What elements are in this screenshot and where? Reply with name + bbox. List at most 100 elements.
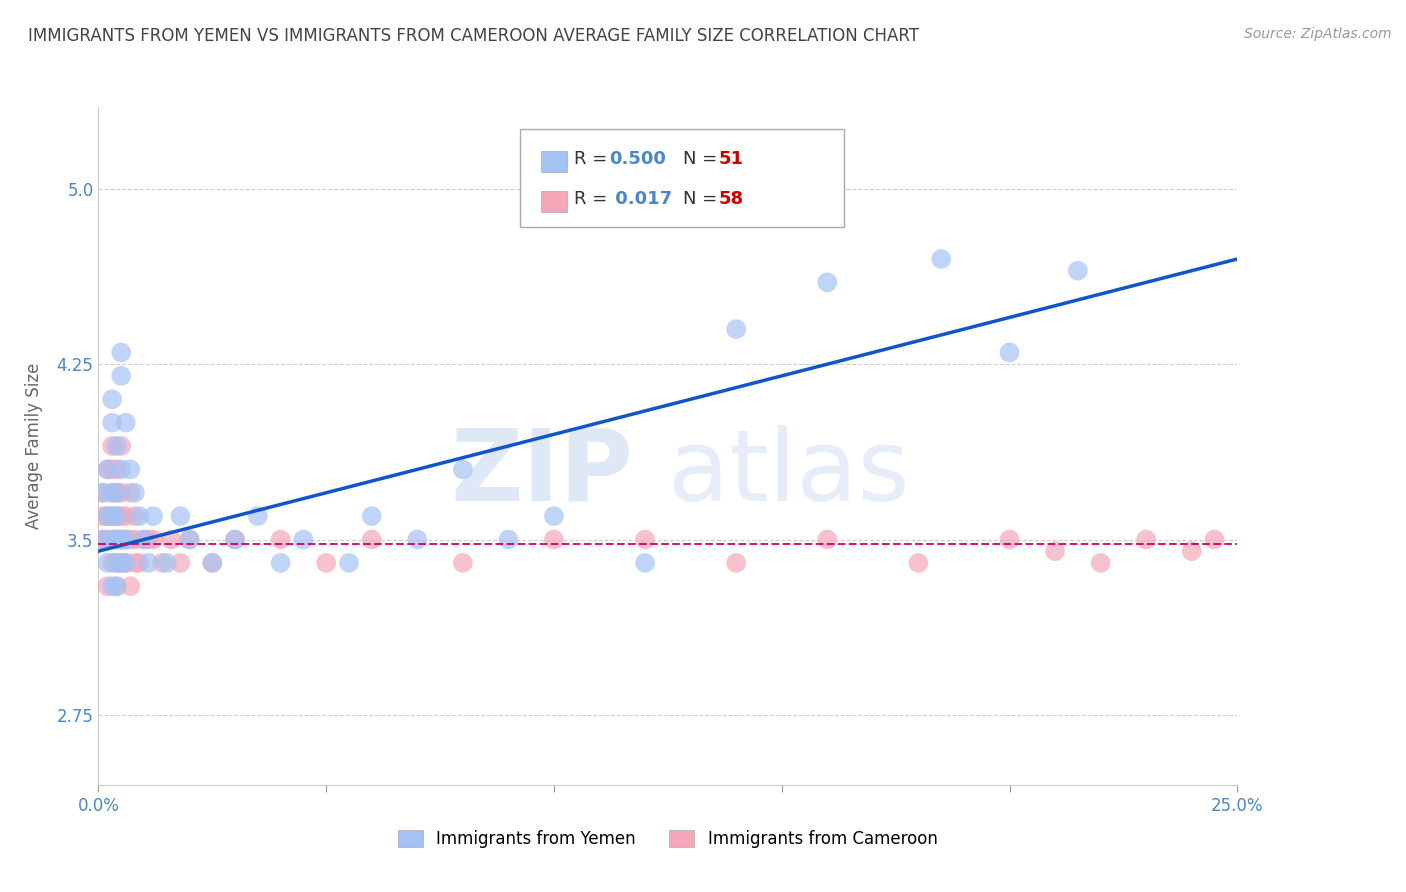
Point: [110, 439, 132, 453]
Point: [543, 533, 565, 547]
Point: [998, 533, 1021, 547]
Point: [110, 533, 132, 547]
Point: [105, 556, 128, 570]
Point: [124, 485, 146, 500]
Point: [451, 462, 474, 476]
Point: [105, 462, 128, 476]
Point: [105, 579, 128, 593]
Point: [815, 276, 838, 290]
Point: [725, 322, 748, 336]
Point: [110, 509, 132, 524]
Point: [101, 579, 124, 593]
Point: [101, 485, 124, 500]
Point: [224, 533, 246, 547]
Point: [179, 533, 201, 547]
Point: [101, 485, 124, 500]
Legend: Immigrants from Yemen, Immigrants from Cameroon: Immigrants from Yemen, Immigrants from C…: [391, 823, 945, 855]
Point: [101, 533, 124, 547]
Point: [101, 392, 124, 407]
Text: 58: 58: [718, 190, 744, 208]
Point: [1135, 533, 1157, 547]
Point: [360, 533, 382, 547]
Point: [451, 556, 474, 570]
Text: ZIP: ZIP: [451, 425, 634, 522]
Point: [907, 556, 929, 570]
Point: [105, 533, 128, 547]
Text: 0.017: 0.017: [609, 190, 672, 208]
Text: atlas: atlas: [668, 425, 910, 522]
Point: [179, 533, 201, 547]
Point: [114, 533, 136, 547]
Point: [110, 533, 132, 547]
Point: [725, 556, 748, 570]
Point: [105, 485, 128, 500]
Point: [315, 556, 337, 570]
Point: [110, 556, 132, 570]
Point: [150, 556, 173, 570]
Text: R =: R =: [574, 190, 613, 208]
Text: N =: N =: [683, 150, 723, 168]
Point: [101, 509, 124, 524]
Point: [110, 556, 132, 570]
Point: [110, 345, 132, 359]
Point: [132, 533, 155, 547]
Point: [120, 462, 142, 476]
Point: [114, 416, 136, 430]
Point: [96, 462, 118, 476]
Point: [101, 416, 124, 430]
Text: N =: N =: [683, 190, 723, 208]
Point: [105, 509, 128, 524]
Point: [91, 485, 114, 500]
Point: [270, 556, 292, 570]
Text: 0.500: 0.500: [609, 150, 665, 168]
Point: [124, 533, 146, 547]
Point: [138, 556, 160, 570]
Point: [132, 533, 155, 547]
Point: [101, 556, 124, 570]
Point: [110, 368, 132, 383]
Point: [114, 556, 136, 570]
Point: [160, 533, 183, 547]
Point: [360, 509, 382, 524]
Point: [114, 556, 136, 570]
Point: [128, 556, 150, 570]
Point: [105, 533, 128, 547]
Point: [91, 509, 114, 524]
Point: [120, 533, 142, 547]
Point: [101, 439, 124, 453]
Point: [105, 439, 128, 453]
Point: [101, 462, 124, 476]
Point: [91, 533, 114, 547]
Point: [543, 509, 565, 524]
Point: [110, 462, 132, 476]
Point: [120, 485, 142, 500]
Point: [114, 509, 136, 524]
Point: [169, 509, 191, 524]
Point: [337, 556, 360, 570]
Text: Source: ZipAtlas.com: Source: ZipAtlas.com: [1244, 27, 1392, 41]
Point: [91, 485, 114, 500]
Text: IMMIGRANTS FROM YEMEN VS IMMIGRANTS FROM CAMEROON AVERAGE FAMILY SIZE CORRELATIO: IMMIGRANTS FROM YEMEN VS IMMIGRANTS FROM…: [28, 27, 920, 45]
Point: [110, 485, 132, 500]
Text: 51: 51: [718, 150, 744, 168]
Point: [96, 556, 118, 570]
Point: [246, 509, 269, 524]
Point: [292, 533, 315, 547]
Point: [406, 533, 429, 547]
Point: [1090, 556, 1112, 570]
Point: [105, 509, 128, 524]
Point: [634, 533, 657, 547]
Point: [201, 556, 224, 570]
Point: [815, 533, 838, 547]
Point: [1204, 533, 1226, 547]
Point: [124, 556, 146, 570]
Point: [96, 533, 118, 547]
Point: [96, 509, 118, 524]
Point: [120, 579, 142, 593]
Point: [105, 556, 128, 570]
Point: [128, 509, 150, 524]
Point: [105, 485, 128, 500]
Point: [105, 579, 128, 593]
Point: [270, 533, 292, 547]
Point: [498, 533, 520, 547]
